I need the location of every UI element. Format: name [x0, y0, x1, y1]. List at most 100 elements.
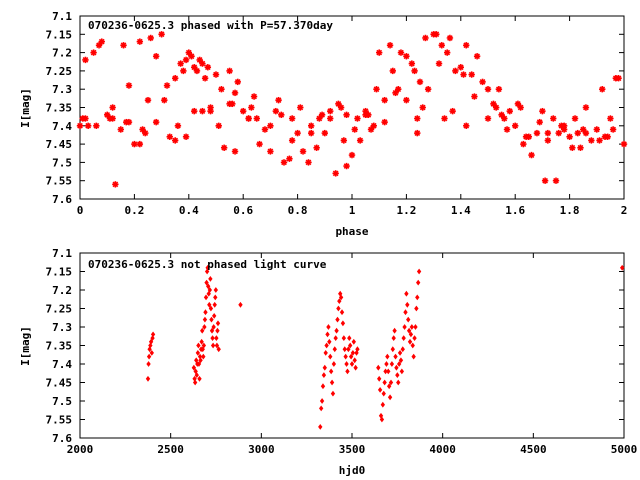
phased-data-point	[158, 31, 165, 38]
phased-data-point	[503, 126, 511, 133]
unphased-data-point	[148, 338, 154, 345]
unphased-data-point	[202, 316, 208, 323]
unphased-x-axis-label: hjd0	[339, 464, 366, 477]
unphased-data-point	[214, 335, 219, 341]
unphased-data-point	[407, 338, 413, 345]
phased-y-tick-label: 7.5	[52, 156, 72, 169]
unphased-data-point	[416, 268, 422, 275]
unphased-data-point	[194, 372, 199, 378]
phased-data-point	[441, 115, 448, 122]
unphased-data-point	[238, 301, 243, 308]
unphased-data-point	[336, 305, 341, 312]
unphased-data-point	[391, 335, 396, 342]
unphased-x-tick-label: 3500	[339, 443, 366, 456]
unphased-data-point	[321, 372, 327, 378]
unphased-x-tick-label: 2000	[67, 443, 94, 456]
unphased-data-point	[351, 338, 356, 345]
unphased-data-point	[389, 361, 395, 367]
phased-data-point	[414, 129, 421, 137]
unphased-data-point	[199, 338, 204, 345]
phased-data-point	[199, 107, 206, 115]
phased-data-point	[599, 86, 606, 93]
phased-data-point	[152, 53, 160, 60]
phased-data-point	[231, 89, 239, 97]
unphased-data-point	[408, 331, 414, 338]
phased-y-tick-label: 7.4	[52, 120, 72, 133]
phased-data-point	[161, 96, 168, 104]
unphased-data-point	[208, 305, 214, 312]
unphased-data-point	[323, 349, 328, 356]
unphased-data-point	[413, 324, 418, 330]
unphased-y-tick-label: 7.6	[52, 432, 72, 445]
phased-y-tick-label: 7.2	[52, 47, 72, 60]
unphased-data-point	[340, 320, 346, 327]
unphased-data-point	[411, 353, 416, 360]
unphased-data-point	[319, 398, 325, 404]
phased-data-point	[596, 137, 603, 144]
phased-data-point	[308, 122, 315, 129]
unphased-data-point	[414, 305, 419, 312]
phased-data-point	[275, 96, 282, 104]
phased-data-point	[555, 129, 562, 137]
unphased-data-point	[325, 331, 330, 338]
unphased-x-tick-label: 5000	[611, 443, 638, 456]
unphased-data-point	[212, 301, 217, 308]
phased-data-point	[414, 115, 421, 122]
phased-data-point	[386, 42, 394, 49]
phased-plot-title: 070236-0625.3 phased with P=57.370day	[88, 19, 333, 32]
phased-data-point	[136, 140, 144, 148]
phased-data-point	[495, 86, 503, 93]
phased-data-point	[125, 82, 133, 89]
unphased-data-point	[349, 361, 355, 367]
phased-data-point	[256, 140, 263, 148]
phased-data-point	[484, 86, 492, 93]
unphased-data-point	[379, 416, 385, 423]
phased-data-point	[261, 126, 269, 133]
phased-data-point	[226, 100, 233, 108]
phased-data-point	[582, 104, 590, 111]
unphased-data-point	[326, 324, 331, 330]
phased-data-point	[528, 151, 535, 159]
unphased-data-point	[330, 390, 336, 397]
phased-data-point	[416, 78, 424, 86]
unphased-data-point	[387, 394, 393, 401]
phased-x-tick-label: 1.2	[396, 204, 416, 217]
phased-data-point	[392, 89, 399, 97]
unphased-data-point	[338, 294, 344, 301]
unphased-data-point	[353, 364, 358, 371]
phased-data-point	[479, 78, 486, 86]
phased-y-tick-label: 7.45	[46, 138, 73, 151]
phased-data-point	[566, 133, 573, 140]
unphased-data-point	[328, 353, 333, 360]
phased-data-point	[131, 140, 138, 148]
phased-data-point	[174, 122, 182, 129]
phased-data-point	[212, 71, 220, 78]
phased-data-point	[215, 122, 222, 129]
unphased-data-point	[410, 342, 415, 349]
unphased-data-point	[324, 342, 329, 349]
unphased-y-tick-label: 7.55	[46, 414, 73, 427]
unphased-data-point	[331, 361, 337, 367]
phased-data-point	[250, 93, 258, 100]
phased-data-point	[191, 107, 198, 115]
unphased-data-point	[201, 353, 206, 360]
phased-data-point	[343, 162, 350, 170]
phased-data-point	[484, 115, 492, 122]
phased-data-point	[550, 115, 557, 122]
unphased-x-tick-label: 3000	[248, 443, 275, 456]
unphased-data-point	[380, 401, 386, 408]
phased-data-point	[457, 64, 464, 71]
unphased-data-point	[318, 405, 324, 412]
unphased-data-point	[216, 346, 221, 353]
unphased-data-point	[205, 264, 210, 271]
unphased-data-point	[347, 335, 352, 342]
phased-data-point	[473, 53, 481, 60]
phased-data-point	[615, 75, 622, 82]
phased-data-point	[82, 115, 89, 122]
unphased-data-point	[210, 335, 215, 342]
unphased-data-point	[397, 350, 403, 356]
unphased-data-point	[327, 338, 332, 345]
unphased-data-point	[203, 309, 208, 316]
phased-data-point	[220, 144, 228, 151]
